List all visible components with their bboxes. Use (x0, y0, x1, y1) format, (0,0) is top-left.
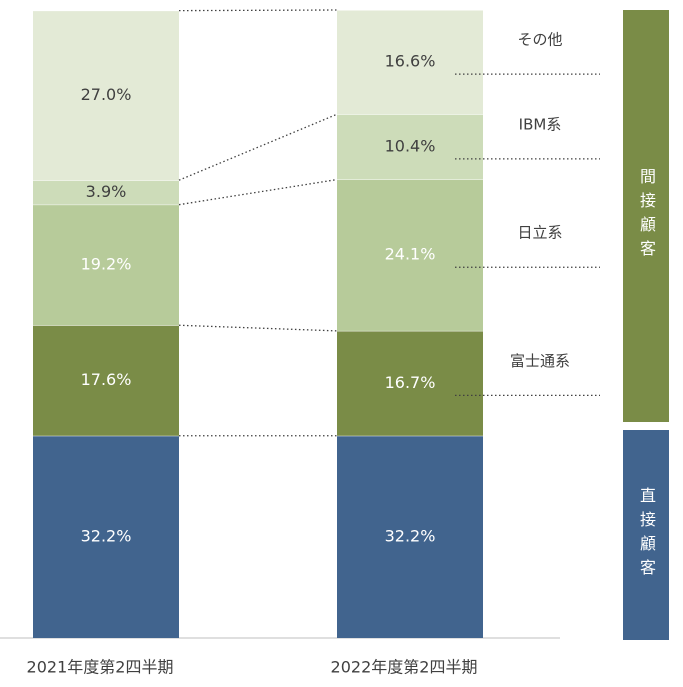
legend-label: その他 (517, 31, 562, 49)
value-label: 32.2% (385, 526, 436, 545)
bar-segment (337, 10, 483, 115)
legend-label: 日立系 (517, 224, 562, 242)
bar-segment (33, 435, 179, 638)
connector (178, 324, 338, 332)
value-label: 10.4% (385, 136, 436, 155)
value-label: 16.6% (385, 52, 436, 71)
value-label: 17.6% (81, 370, 132, 389)
value-label: 16.7% (385, 373, 436, 392)
value-label: 24.1% (385, 245, 436, 264)
bar-segment (33, 10, 179, 181)
connector (178, 9, 338, 12)
value-label: 19.2% (81, 254, 132, 273)
direct-box: 直接顧客 (623, 430, 669, 640)
bar-segment (337, 330, 483, 436)
x-tick-label: 2022年度第2四半期 (331, 658, 478, 677)
connector (178, 113, 338, 181)
legend-label: IBM系 (519, 115, 562, 133)
bar-segment (33, 204, 179, 326)
connector (178, 178, 338, 206)
bar-segment (337, 435, 483, 638)
legend-label: 富士通系 (510, 352, 570, 370)
value-label: 27.0% (81, 85, 132, 104)
bar-segment (337, 179, 483, 331)
indirect-box: 間接顧客 (623, 10, 669, 422)
bar-segment (33, 325, 179, 436)
bar-segment (337, 114, 483, 180)
value-label: 3.9% (86, 182, 127, 201)
x-tick-label: 2021年度第2四半期 (27, 658, 174, 677)
value-label: 32.2% (81, 526, 132, 545)
bar-segment (33, 180, 179, 205)
